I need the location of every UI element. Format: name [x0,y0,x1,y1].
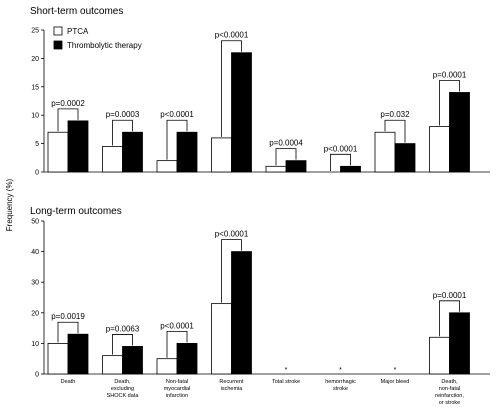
short-bar-thrombolytic [449,92,470,173]
long-term-panel: Long-term outcomes 0 10 20 30 40 50 p=0.0019 Dea… [30,206,490,406]
short-bar-ptca [102,146,123,173]
long-panel-title: Long-term outcomes [30,206,122,217]
short-y-tick-label: 10 [31,113,39,120]
short-bar-ptca [47,131,69,173]
short-bar-thrombolytic [67,120,89,173]
long-p-value: p<0.0001 [215,230,249,239]
short-bar-thrombolytic [122,131,143,173]
long-category-label: Major bleed [381,379,410,385]
long-bar-thrombolytic [231,251,252,375]
long-y-tick-label: 20 [31,310,39,317]
legend: PTCA Thrombolytic therapy [53,26,142,50]
long-category-label: Death [61,379,76,385]
long-bar-ptca [211,303,232,375]
long-y-tick-label: 30 [31,280,39,287]
short-p-value: p=0.032 [380,110,410,119]
short-p-value: p=0.0002 [51,99,85,108]
short-p-value: p=0.0001 [433,70,467,79]
long-p-value: p=0.0063 [106,324,140,333]
long-no-data-marker: * [394,367,397,374]
short-bar-ptca [265,165,287,173]
legend-label-ptca: PTCA [67,27,89,36]
short-p-value: p<0.0001 [324,144,358,153]
short-p-value: p<0.0001 [160,110,194,119]
short-p-value: p=0.0003 [106,110,140,119]
short-bar-thrombolytic [231,52,252,173]
short-significance-bracket [112,119,133,146]
short-bar-ptca [374,131,396,173]
short-y-tick-label: 15 [31,84,39,91]
short-bar-ptca [429,126,450,173]
long-bar-ptca [156,358,178,375]
long-no-data-marker: * [285,367,288,374]
long-bar-thrombolytic [176,342,198,375]
y-axis-label: Frequency (%) [5,178,14,231]
short-significance-bracket [166,119,188,160]
long-bar-ptca [102,355,123,375]
long-p-value: p=0.0019 [51,312,85,321]
long-significance-bracket [221,239,242,303]
long-no-data-marker: * [339,367,342,374]
short-significance-bracket [221,40,242,137]
short-p-value: p<0.0001 [215,31,249,40]
long-bar-thrombolytic [449,312,470,375]
long-bar-ptca [429,336,450,375]
short-y-tick-label: 0 [35,170,39,177]
legend-label-thrombolytic: Thrombolytic therapy [67,41,142,50]
short-significance-bracket [439,80,460,126]
long-significance-bracket [112,334,133,355]
long-bar-ptca [47,342,69,375]
legend-swatch-ptca [53,26,63,36]
short-bar-thrombolytic [340,165,361,173]
long-significance-bracket [57,321,79,343]
short-significance-bracket [275,148,297,166]
short-panel-title: Short-term outcomes [30,6,123,17]
short-term-panel: Short-term outcomes 0 5 10 15 20 25 p=0.0002 p=0… [30,6,490,177]
legend-swatch-thrombolytic [53,40,63,50]
short-p-value: p=0.0004 [269,139,303,148]
short-bar-thrombolytic [285,160,307,173]
short-y-tick-label: 5 [35,141,39,148]
short-y-tick-label: 25 [31,28,39,35]
long-p-value: p=0.0001 [433,291,467,300]
long-bar-thrombolytic [122,346,143,375]
long-category-label: Total stroke [272,379,300,385]
long-y-tick-label: 0 [35,372,39,379]
short-bar-ptca [211,137,232,173]
short-significance-bracket [57,108,79,132]
short-bar-ptca [156,160,178,173]
long-y-tick-label: 10 [31,341,39,348]
long-bar-thrombolytic [67,333,89,375]
long-category-label: Death, excluding SHOCK data [107,379,140,399]
short-bar-thrombolytic [176,131,198,173]
long-significance-bracket [166,331,188,358]
short-y-tick-label: 20 [31,56,39,63]
short-significance-bracket [330,153,351,171]
long-y-tick-label: 40 [31,249,39,256]
long-category-label: Death, non-fatal reinfarction, or stroke [435,379,464,406]
long-category-label: hemorrhagic stroke [325,379,356,392]
long-p-value: p<0.0001 [160,321,194,330]
short-bar-thrombolytic [394,143,416,173]
short-significance-bracket [384,119,406,143]
long-significance-bracket [439,300,460,337]
long-category-label: Recurrent ischemia [219,379,244,392]
long-y-tick-label: 50 [31,219,39,226]
long-category-label: Non-fatal myocardial infarction [164,379,191,399]
